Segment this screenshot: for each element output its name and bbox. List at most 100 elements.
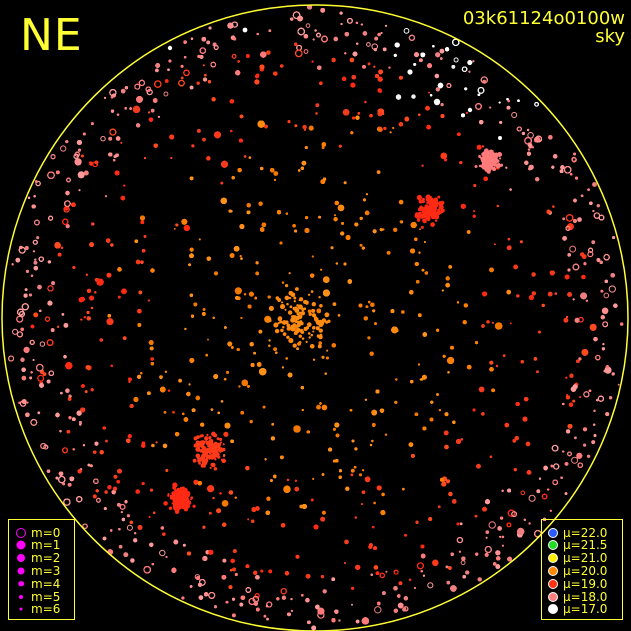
- star-marker: [178, 79, 185, 87]
- star-marker: [598, 214, 605, 221]
- star-marker: [362, 64, 366, 69]
- star-marker: [435, 87, 440, 92]
- star-marker: [414, 52, 419, 58]
- star-marker: [21, 367, 26, 372]
- star-marker: [186, 551, 192, 556]
- star-marker: [147, 391, 151, 395]
- star-marker: [385, 570, 388, 573]
- star-marker: [355, 21, 359, 25]
- star-marker: [265, 510, 271, 516]
- star-marker: [441, 289, 444, 292]
- star-marker: [577, 462, 583, 468]
- star-marker: [60, 246, 64, 249]
- star-marker: [202, 308, 206, 311]
- star-marker: [104, 96, 106, 99]
- star-marker: [60, 145, 67, 152]
- star-marker: [72, 265, 76, 270]
- star-marker: [163, 91, 169, 97]
- star-marker: [355, 619, 360, 624]
- star-marker: [415, 280, 420, 284]
- star-marker: [304, 128, 306, 131]
- star-marker: [235, 70, 241, 76]
- star-marker: [110, 364, 114, 368]
- star-marker: [361, 617, 370, 625]
- star-marker: [266, 617, 269, 621]
- star-marker: [46, 339, 54, 346]
- star-marker: [259, 227, 265, 232]
- star-marker: [498, 101, 501, 104]
- star-marker: [441, 481, 447, 487]
- star-marker: [326, 349, 329, 352]
- star-marker: [273, 347, 277, 351]
- star-marker: [137, 374, 142, 379]
- star-marker: [465, 570, 470, 575]
- star-marker: [191, 408, 196, 413]
- star-marker: [352, 116, 356, 120]
- star-marker: [288, 272, 291, 275]
- star-marker: [492, 562, 497, 566]
- star-marker: [476, 463, 481, 469]
- star-marker: [202, 557, 205, 561]
- star-marker: [526, 151, 531, 156]
- star-marker: [213, 45, 219, 50]
- star-marker: [74, 158, 82, 166]
- star-marker: [260, 51, 267, 58]
- star-marker: [296, 15, 304, 22]
- star-marker: [501, 489, 504, 492]
- star-marker: [30, 371, 33, 374]
- star-marker: [325, 356, 329, 360]
- star-marker: [593, 434, 597, 437]
- star-marker: [338, 619, 341, 622]
- star-marker: [589, 323, 597, 331]
- star-marker: [137, 308, 142, 314]
- star-marker: [475, 552, 479, 556]
- star-marker: [519, 240, 523, 244]
- star-marker: [341, 76, 347, 82]
- star-marker: [93, 478, 99, 484]
- star-marker: [43, 444, 49, 450]
- star-marker: [124, 500, 128, 504]
- star-marker: [373, 501, 376, 505]
- star-marker: [568, 402, 574, 407]
- star-marker: [228, 490, 234, 495]
- star-marker: [301, 504, 307, 509]
- star-marker: [515, 401, 520, 407]
- star-marker: [315, 604, 320, 610]
- star-marker: [248, 156, 252, 159]
- star-marker: [384, 433, 388, 436]
- star-marker: [565, 376, 568, 379]
- star-marker: [135, 489, 140, 494]
- star-marker: [591, 240, 595, 244]
- star-marker: [381, 492, 385, 497]
- star-marker: [103, 507, 107, 510]
- star-marker: [116, 113, 120, 116]
- star-marker: [129, 520, 133, 524]
- star-marker: [65, 140, 69, 144]
- star-marker: [436, 328, 440, 332]
- star-marker: [241, 379, 249, 387]
- star-marker: [432, 44, 435, 48]
- star-marker: [505, 166, 508, 169]
- star-marker: [611, 372, 615, 376]
- star-marker: [280, 64, 284, 68]
- star-marker: [152, 98, 158, 103]
- star-marker: [402, 607, 407, 612]
- star-marker: [477, 87, 485, 94]
- star-marker: [560, 165, 565, 170]
- star-marker: [577, 217, 582, 222]
- star-marker: [550, 464, 554, 468]
- star-marker: [572, 298, 575, 301]
- star-marker: [48, 215, 54, 221]
- star-marker: [311, 255, 314, 258]
- star-marker: [124, 86, 128, 90]
- star-marker: [189, 247, 194, 252]
- star-marker: [129, 107, 132, 110]
- star-marker: [273, 171, 279, 176]
- star-marker: [398, 581, 403, 585]
- star-marker: [229, 99, 234, 104]
- star-marker: [345, 486, 350, 491]
- star-marker: [168, 59, 172, 63]
- star-marker: [77, 148, 82, 152]
- star-marker: [349, 57, 355, 63]
- star-marker: [364, 210, 370, 216]
